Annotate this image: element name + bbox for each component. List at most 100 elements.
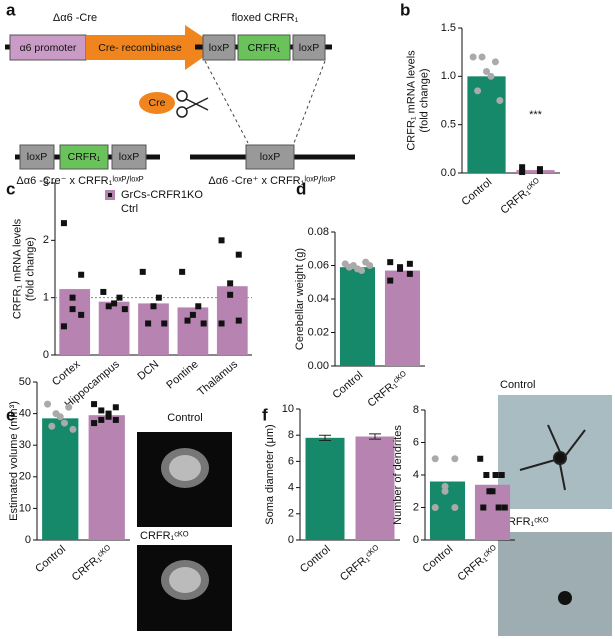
y-tick-label: 8: [413, 404, 419, 416]
data-point: [235, 317, 242, 324]
bar: [355, 436, 395, 540]
construct-title: Δα6 -Cre: [53, 12, 97, 24]
bar: [516, 170, 555, 173]
data-point: [91, 401, 98, 408]
bar: [42, 418, 79, 540]
data-point: [78, 311, 85, 318]
data-point: [495, 504, 502, 511]
error-bar: [369, 433, 381, 440]
data-point: [69, 425, 77, 433]
data-point: [496, 97, 504, 104]
y-tick-label: 6: [288, 455, 294, 467]
loxp-box: [245, 144, 295, 170]
data-point: [56, 413, 64, 421]
y-tick-label: 30: [19, 439, 31, 451]
y-axis-label: Cerebellar weight (g): [294, 248, 306, 350]
y-tick-label: 0: [288, 534, 294, 546]
data-point: [65, 403, 73, 411]
data-point: [218, 320, 225, 327]
genotype-label: Δα6 -Cre⁻ x CRFR₁ˡᵒˣᴾ/ˡᵒˣᴾ: [16, 175, 144, 187]
data-point: [474, 87, 482, 95]
panel-label: f: [262, 405, 268, 424]
x-tick-label: CRFR₁ᶜᴷᴼ: [455, 543, 500, 584]
data-point: [195, 303, 202, 310]
y-tick-label: 1.5: [441, 22, 456, 34]
data-point: [150, 303, 157, 310]
cre-arrow: [86, 25, 218, 70]
promoter-label: α6 promoter: [20, 42, 77, 54]
x-tick-label: DCN: [135, 358, 161, 383]
data-point: [48, 422, 56, 430]
recombination-line: [293, 60, 326, 144]
panel-label: b: [400, 0, 410, 19]
y-tick-label: 0: [25, 534, 31, 546]
scissors-icon: [176, 90, 209, 118]
y-axis-label: CRFR₁ mRNA levels: [11, 218, 23, 319]
bar: [339, 267, 376, 366]
y-axis-label: (fold change): [418, 68, 430, 132]
y-tick-label: 8: [288, 429, 294, 441]
image-label: Control: [167, 412, 202, 424]
data-point: [536, 168, 543, 175]
data-point: [235, 251, 242, 258]
loxp-label: loxP: [119, 151, 139, 163]
data-point: [105, 413, 112, 420]
data-point: [145, 320, 152, 327]
y-tick-label: 0: [413, 534, 419, 546]
x-tick-label: CRFR₁ᶜᴷᴼ: [70, 543, 115, 584]
y-tick-label: 40: [19, 408, 31, 420]
data-point: [60, 220, 67, 227]
image-label: Control: [500, 379, 535, 391]
data-point: [184, 317, 191, 324]
data-point: [69, 294, 76, 301]
data-point: [227, 280, 234, 287]
x-tick-label: Pontine: [164, 358, 200, 391]
y-axis-label: Estimated volume (mm³): [8, 401, 20, 521]
y-tick-label: 0.08: [308, 226, 329, 238]
legend-label: GrCs-CRFR1KO: [121, 189, 203, 201]
data-point: [60, 419, 68, 427]
data-point: [358, 267, 366, 275]
significance: ***: [529, 109, 543, 121]
data-point: [189, 311, 196, 318]
data-point: [98, 416, 105, 423]
data-point: [441, 487, 449, 495]
data-point: [487, 72, 495, 80]
legend-label: Ctrl: [121, 203, 138, 215]
cre-label: Cre- recombinase: [98, 42, 182, 54]
y-axis-label: CRFR₁ mRNA levels: [405, 50, 417, 151]
data-point: [519, 164, 526, 171]
data-point: [105, 303, 112, 310]
data-point: [483, 68, 490, 75]
data-point: [112, 404, 119, 411]
loxp-label: loxP: [27, 151, 47, 163]
data-point: [179, 268, 186, 275]
data-point: [486, 488, 493, 495]
data-point: [519, 169, 526, 176]
legend-marker: [108, 193, 112, 197]
data-point: [200, 320, 207, 327]
data-point: [161, 320, 168, 327]
bar: [467, 76, 506, 173]
gene-box: [59, 144, 109, 170]
y-tick-label: 0: [43, 349, 49, 361]
y-tick-label: 10: [19, 502, 31, 514]
mri-brain: [169, 567, 201, 593]
y-tick-label: 2: [43, 234, 49, 246]
y-tick-label: 1: [43, 292, 49, 304]
x-tick-label: Control: [420, 543, 455, 575]
y-tick-label: 50: [19, 376, 31, 388]
image-label: CRFR₁ᶜᴷᴼ: [500, 516, 549, 528]
data-point: [112, 416, 119, 423]
data-point: [469, 53, 477, 61]
data-point: [121, 306, 128, 313]
x-tick-label: Control: [459, 176, 494, 208]
data-point: [116, 294, 123, 301]
x-tick-label: Cortex: [50, 358, 83, 388]
y-tick-label: 6: [413, 436, 419, 448]
micrograph: [498, 395, 612, 509]
data-point: [451, 504, 459, 511]
gene-box: [237, 34, 291, 61]
y-axis-label: Soma diameter (μm): [264, 424, 276, 524]
data-point: [431, 455, 439, 463]
